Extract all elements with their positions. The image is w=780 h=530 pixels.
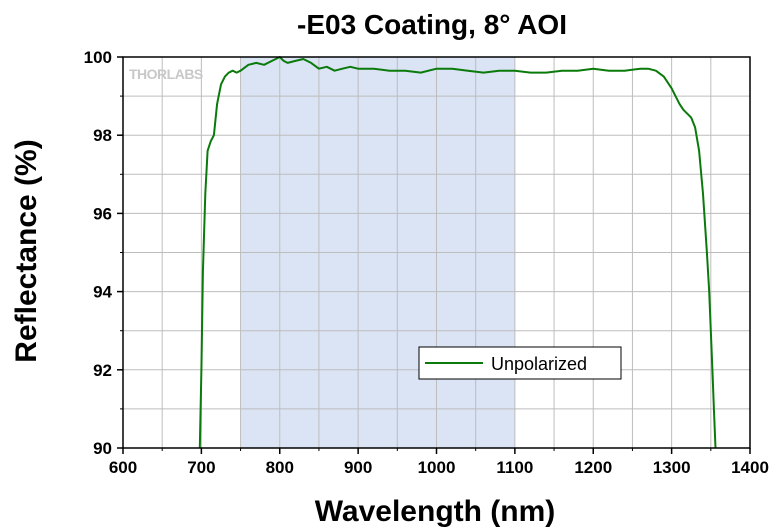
series-layer bbox=[198, 56, 717, 449]
y-tick-label: 96 bbox=[93, 204, 112, 223]
y-tick-label: 100 bbox=[84, 48, 112, 67]
series-line-unpolarized bbox=[198, 56, 717, 449]
x-axis-label: Wavelength (nm) bbox=[315, 495, 556, 528]
x-tick-label: 800 bbox=[266, 458, 294, 477]
legend-label: Unpolarized bbox=[491, 354, 587, 374]
x-tick-label: 900 bbox=[344, 458, 372, 477]
x-tick-label: 1000 bbox=[418, 458, 456, 477]
thorlabs-watermark: THORLABS bbox=[129, 66, 203, 82]
y-tick-label: 92 bbox=[93, 361, 112, 380]
x-tick-label: 700 bbox=[187, 458, 215, 477]
x-tick-label: 1300 bbox=[653, 458, 691, 477]
x-tick-label: 1100 bbox=[496, 458, 533, 477]
legend: Unpolarized bbox=[418, 346, 622, 380]
ticks-layer: 600 700 800 900 1000 1100 1200 1300 1400 90 92 94 96… bbox=[84, 48, 769, 477]
y-tick-label: 98 bbox=[93, 126, 112, 145]
x-tick-label: 600 bbox=[109, 458, 137, 477]
y-axis-label: Reflectance (%) bbox=[10, 139, 43, 362]
x-tick-label: 1200 bbox=[574, 458, 612, 477]
chart-title: -E03 Coating, 8° AOI bbox=[297, 9, 567, 40]
y-tick-label: 94 bbox=[93, 283, 112, 302]
y-tick-label: 90 bbox=[93, 439, 112, 458]
x-tick-label: 1400 bbox=[731, 458, 769, 477]
grid-layer bbox=[123, 57, 750, 448]
